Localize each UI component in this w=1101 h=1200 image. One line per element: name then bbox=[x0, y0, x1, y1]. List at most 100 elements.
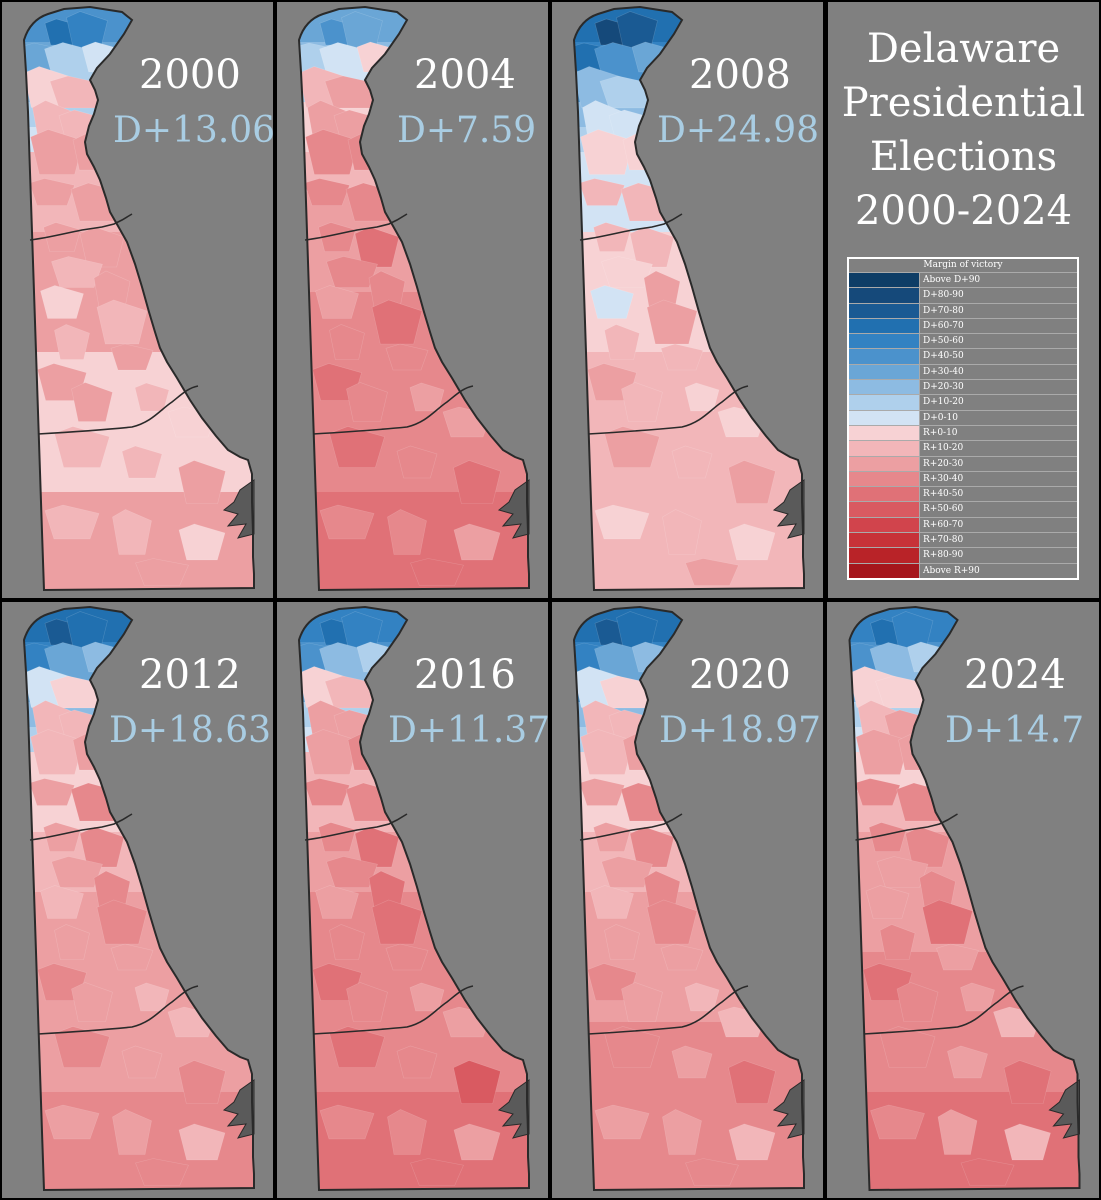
precinct bbox=[922, 899, 973, 945]
precinct bbox=[937, 1109, 978, 1155]
title-line: Elections bbox=[869, 134, 1058, 180]
precinct bbox=[604, 924, 640, 960]
legend-item: R+60-70 bbox=[849, 516, 1077, 533]
precinct bbox=[385, 343, 429, 371]
precinct bbox=[442, 406, 492, 438]
legend-label: R+50-60 bbox=[919, 502, 963, 517]
legend-swatch bbox=[849, 456, 919, 471]
legend-item: D+80-90 bbox=[849, 287, 1077, 303]
county-line bbox=[863, 985, 1024, 1035]
precinct bbox=[319, 504, 375, 540]
precinct bbox=[43, 222, 81, 252]
precinct bbox=[646, 899, 698, 945]
precinct-band bbox=[299, 607, 529, 642]
precinct-band bbox=[574, 232, 804, 292]
precinct bbox=[44, 504, 100, 540]
precinct bbox=[371, 299, 423, 345]
legend-swatch bbox=[849, 533, 919, 548]
inland-bay bbox=[772, 1079, 805, 1139]
precinct bbox=[1004, 1123, 1051, 1161]
legend-label: D+70-80 bbox=[919, 303, 964, 318]
precinct bbox=[40, 885, 84, 919]
precinct bbox=[604, 1026, 660, 1068]
precinct bbox=[40, 285, 84, 319]
precinct bbox=[71, 382, 113, 422]
precinct-band bbox=[24, 607, 254, 642]
legend-swatch bbox=[849, 395, 919, 410]
precinct bbox=[44, 1104, 100, 1140]
precinct bbox=[346, 982, 388, 1022]
legend-item: D+70-80 bbox=[849, 302, 1077, 318]
chart-title: Delaware Presidential Elections 2000-202… bbox=[828, 22, 1099, 238]
precinct bbox=[947, 1045, 988, 1079]
inland-bay bbox=[1048, 1079, 1080, 1139]
year-label: 2012 bbox=[139, 652, 241, 698]
precinct bbox=[341, 611, 383, 649]
delaware-map-2004 bbox=[297, 5, 530, 592]
precinct bbox=[315, 885, 359, 919]
legend-item: D+20-30 bbox=[849, 379, 1077, 395]
legend: Margin of victory Above D+90 D+80-90 D+70-… bbox=[847, 257, 1079, 580]
precinct bbox=[329, 924, 365, 960]
precinct bbox=[579, 778, 625, 806]
precinct bbox=[112, 509, 152, 555]
precinct bbox=[662, 509, 702, 555]
precinct bbox=[341, 11, 383, 49]
precinct bbox=[387, 1109, 427, 1155]
legend-swatch bbox=[849, 502, 919, 517]
precinct bbox=[728, 1060, 776, 1104]
precinct-band bbox=[24, 832, 254, 892]
title-line: 2000-2024 bbox=[854, 188, 1073, 234]
precinct bbox=[29, 778, 75, 806]
legend-item: D+50-60 bbox=[849, 333, 1077, 349]
precinct bbox=[936, 943, 979, 971]
precinct bbox=[896, 782, 949, 822]
precinct bbox=[594, 504, 650, 540]
precinct bbox=[110, 943, 154, 971]
precinct bbox=[620, 182, 674, 222]
legend-item: Above D+90 bbox=[849, 272, 1077, 288]
precinct bbox=[387, 509, 427, 555]
precinct bbox=[728, 1123, 776, 1161]
precinct bbox=[590, 285, 634, 319]
precinct bbox=[594, 1104, 650, 1140]
title-line: Delaware bbox=[866, 26, 1061, 72]
precinct bbox=[319, 1104, 375, 1140]
precinct bbox=[717, 1006, 767, 1038]
year-label: 2004 bbox=[414, 52, 516, 98]
legend-item: R+50-60 bbox=[849, 501, 1077, 517]
precinct bbox=[662, 1109, 702, 1155]
legend-item: R+30-40 bbox=[849, 470, 1077, 487]
precinct bbox=[410, 558, 464, 586]
title-panel: Delaware Presidential Elections 2000-202… bbox=[828, 2, 1099, 598]
precinct bbox=[868, 822, 907, 852]
margin-label: D+24.98 bbox=[657, 110, 820, 151]
precinct bbox=[178, 460, 226, 504]
year-label: 2024 bbox=[964, 652, 1066, 698]
delaware-map-2000 bbox=[22, 5, 255, 592]
delaware-map-2016 bbox=[297, 605, 530, 1192]
precinct bbox=[96, 899, 148, 945]
legend-label: R+30-40 bbox=[919, 471, 963, 487]
precinct-band bbox=[849, 607, 1080, 642]
county-line bbox=[29, 213, 133, 241]
precinct bbox=[684, 382, 720, 412]
precinct bbox=[54, 924, 90, 960]
precinct bbox=[604, 426, 660, 468]
year-label: 2020 bbox=[689, 652, 791, 698]
county-line bbox=[579, 213, 683, 241]
legend-label: D+60-70 bbox=[919, 318, 964, 334]
legend-label: R+10-20 bbox=[919, 441, 963, 456]
precinct bbox=[112, 1109, 152, 1155]
precinct bbox=[865, 885, 910, 919]
legend-item: R+20-30 bbox=[849, 455, 1077, 471]
legend-label: R+60-70 bbox=[919, 517, 963, 533]
legend-swatch bbox=[849, 548, 919, 563]
legend-label: D+10-20 bbox=[919, 395, 964, 410]
precinct bbox=[345, 182, 399, 222]
precinct bbox=[728, 523, 776, 561]
precinct bbox=[453, 523, 501, 561]
precinct bbox=[593, 222, 631, 252]
precinct bbox=[453, 1060, 501, 1104]
precinct-band bbox=[849, 832, 1080, 892]
